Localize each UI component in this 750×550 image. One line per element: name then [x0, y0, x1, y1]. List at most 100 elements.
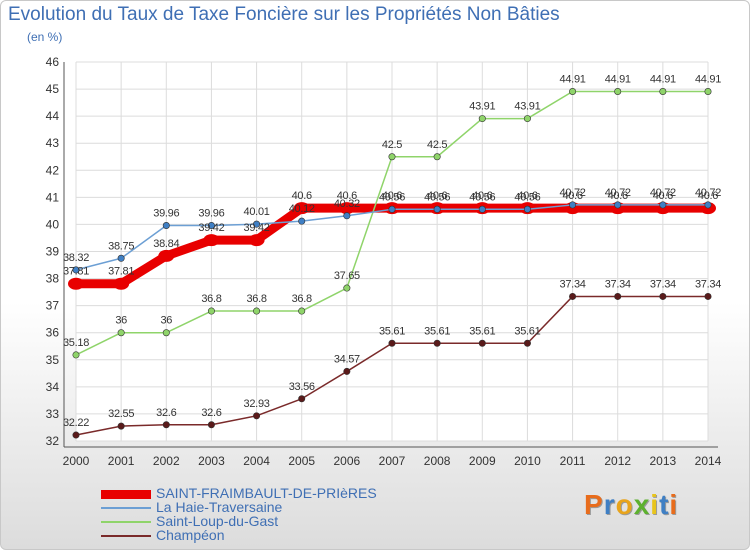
- x-tick-label: 2010: [514, 454, 541, 468]
- x-tick-label: 2009: [469, 454, 496, 468]
- data-label: 40.6: [382, 190, 402, 202]
- series-point-1: [433, 205, 441, 213]
- y-tick-label: 42: [46, 163, 60, 177]
- logo-letter: o: [615, 489, 634, 520]
- logo-letter: P: [584, 489, 604, 520]
- series-point-3: [614, 292, 622, 300]
- series-point-0: [248, 234, 265, 247]
- data-label: 40.6: [653, 190, 673, 202]
- data-label: 35.61: [424, 325, 450, 337]
- y-tick-label: 38: [46, 272, 60, 286]
- data-label: 32.6: [156, 407, 176, 419]
- data-label: 38.84: [153, 238, 179, 250]
- data-label: 37.34: [695, 278, 721, 290]
- legend-label: La Haie-Traversaine: [156, 499, 283, 515]
- series-point-3: [72, 431, 80, 439]
- y-tick-label: 36: [46, 326, 60, 340]
- x-tick-label: 2008: [424, 454, 451, 468]
- series-point-3: [117, 422, 125, 430]
- series-point-1: [659, 201, 667, 209]
- series-point-2: [117, 329, 125, 337]
- data-label: 37.65: [334, 270, 360, 282]
- data-label: 42.5: [427, 139, 447, 151]
- series-point-2: [162, 329, 170, 337]
- data-label: 37.34: [605, 278, 631, 290]
- y-tick-label: 33: [46, 407, 60, 421]
- series-point-3: [478, 339, 486, 347]
- series-point-0: [68, 277, 84, 290]
- y-tick-label: 39: [46, 245, 60, 259]
- series-point-3: [433, 339, 441, 347]
- data-label: 32.6: [201, 407, 221, 419]
- series-point-2: [72, 351, 80, 359]
- series-point-1: [614, 201, 622, 209]
- data-label: 39.96: [153, 208, 179, 220]
- x-tick-label: 2001: [108, 454, 135, 468]
- y-tick-label: 43: [46, 136, 60, 150]
- series-point-3: [523, 339, 531, 347]
- data-label: 40.56: [469, 191, 495, 203]
- data-label: 40.32: [334, 198, 360, 210]
- data-label: 44.91: [650, 74, 676, 86]
- data-label: 40.56: [379, 191, 405, 203]
- data-label: 40.6: [292, 190, 312, 202]
- data-label: 35.61: [514, 325, 540, 337]
- series-point-1: [298, 217, 306, 225]
- data-label: 40.6: [562, 190, 582, 202]
- logo-letter: t: [659, 489, 670, 520]
- series-point-1: [207, 222, 215, 230]
- series-point-2: [343, 284, 351, 292]
- series-point-3: [253, 412, 261, 420]
- data-label: 40.6: [427, 190, 447, 202]
- data-label: 39.96: [198, 208, 224, 220]
- series-point-1: [343, 212, 351, 220]
- series-point-0: [293, 202, 310, 215]
- data-label: 32.93: [244, 398, 270, 410]
- logo-letter: i: [650, 489, 660, 520]
- data-label: 43.91: [514, 101, 540, 113]
- legend-label: Saint-Loup-du-Gast: [156, 513, 279, 529]
- series-point-2: [388, 153, 396, 161]
- series-point-1: [117, 254, 125, 262]
- data-label: 43.91: [469, 101, 495, 113]
- data-label: 40.12: [289, 203, 315, 215]
- data-label: 44.91: [605, 74, 631, 86]
- series-point-1: [162, 222, 170, 230]
- y-tick-label: 40: [46, 217, 60, 231]
- logo-letter: i: [669, 489, 679, 520]
- data-label: 40.72: [560, 187, 586, 199]
- y-axis-unit: (en %): [27, 30, 63, 44]
- data-label: 37.34: [650, 278, 676, 290]
- data-label: 44.91: [695, 74, 721, 86]
- series-point-2: [659, 88, 667, 96]
- x-tick-label: 2000: [63, 454, 90, 468]
- series-point-2: [298, 307, 306, 315]
- y-tick-label: 44: [46, 109, 60, 123]
- data-label: 37.81: [108, 266, 134, 278]
- y-tick-label: 35: [46, 353, 60, 367]
- series-point-0: [203, 234, 220, 247]
- data-label: 37.34: [560, 278, 586, 290]
- legend-swatch: [101, 521, 151, 523]
- data-label: 36.8: [246, 293, 266, 305]
- chart-title: Evolution du Taux de Taxe Foncière sur l…: [8, 4, 560, 25]
- data-label: 32.22: [63, 417, 89, 429]
- data-label: 40.6: [472, 190, 492, 202]
- series-point-2: [207, 307, 215, 315]
- series-point-0: [158, 249, 175, 262]
- data-label: 40.56: [424, 191, 450, 203]
- data-label: 39.42: [198, 222, 224, 234]
- data-label: 38.75: [108, 240, 134, 252]
- series-point-2: [478, 115, 486, 123]
- y-tick-label: 41: [46, 190, 60, 204]
- series-point-1: [72, 266, 80, 274]
- y-tick-label: 45: [46, 82, 60, 96]
- data-label: 40.72: [605, 187, 631, 199]
- data-label: 42.5: [382, 139, 402, 151]
- series-point-0: [338, 202, 355, 215]
- logo-letter: x: [633, 489, 651, 520]
- series-point-3: [207, 421, 215, 429]
- legend-swatch: [101, 489, 151, 499]
